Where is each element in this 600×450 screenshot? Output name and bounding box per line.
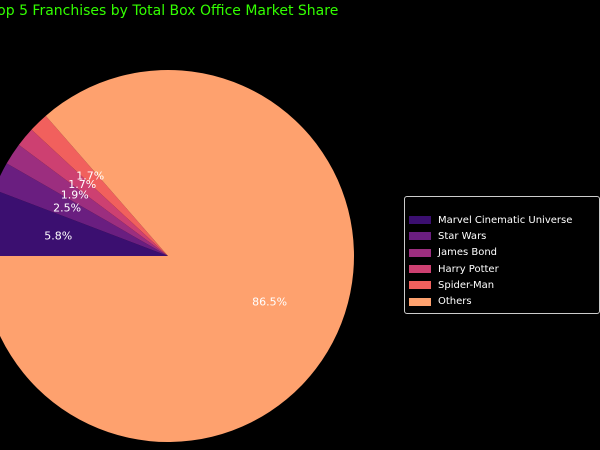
legend-swatch	[409, 297, 431, 306]
chart-legend: Marvel Cinematic Universe Star Wars James …	[404, 196, 600, 314]
legend-label: Harry Potter	[438, 263, 499, 275]
legend-swatch	[409, 265, 431, 274]
pie-slice-spider-man	[31, 115, 168, 257]
legend-item-marvel-cinematic-universe: Marvel Cinematic Universe	[409, 212, 599, 228]
pie-slice-marvel-cinematic-universe	[0, 191, 168, 256]
legend-label: Star Wars	[438, 230, 487, 242]
legend-swatch	[409, 232, 431, 241]
legend-label: Others	[438, 296, 472, 308]
legend-label: James Bond	[438, 247, 498, 259]
legend-item-spider-man: Spider-Man	[409, 277, 599, 293]
pie-label-others: 86.5%	[252, 296, 287, 309]
pie-label-harry-potter: 1.7%	[68, 178, 96, 191]
pie-label-spider-man: 1.7%	[76, 169, 104, 182]
pie-slices	[0, 70, 354, 442]
pie-label-james-bond: 1.9%	[61, 188, 89, 201]
legend-item-star-wars: Star Wars	[409, 228, 599, 244]
pie-percent-labels: 5.8%2.5%1.9%1.7%1.7%86.5%	[44, 169, 287, 308]
legend-item-others: Others	[409, 293, 599, 309]
pie-slice-james-bond	[6, 144, 169, 256]
legend-swatch	[409, 281, 431, 290]
legend-label: Marvel Cinematic Universe	[438, 214, 573, 226]
legend-swatch	[409, 216, 431, 225]
legend-swatch	[409, 248, 431, 257]
pie-label-marvel-cinematic-universe: 5.8%	[44, 229, 72, 242]
pie-slice-harry-potter	[18, 129, 168, 256]
legend-item-harry-potter: Harry Potter	[409, 261, 599, 277]
legend-label: Spider-Man	[438, 279, 495, 291]
pie-slice-star-wars	[0, 163, 168, 256]
pie-slice-others	[0, 70, 354, 442]
pie-label-star-wars: 2.5%	[53, 202, 81, 215]
legend-item-james-bond: James Bond	[409, 245, 599, 261]
chart-title: Top 5 Franchises by Total Box Office Mar…	[0, 3, 339, 19]
